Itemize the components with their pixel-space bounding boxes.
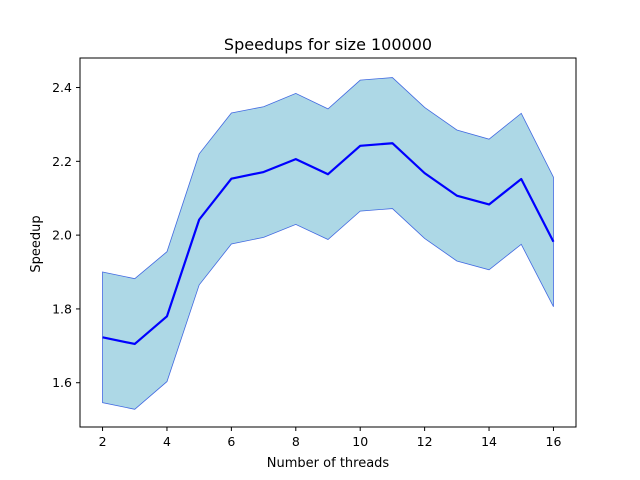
- x-tick-label: 6: [227, 434, 235, 449]
- y-tick-label: 2.2: [52, 154, 72, 169]
- x-tick-label: 8: [292, 434, 300, 449]
- y-tick-label: 1.6: [52, 375, 72, 390]
- confidence-band: [102, 77, 554, 410]
- x-axis-label: Number of threads: [267, 456, 390, 471]
- y-axis: 1.6 1.8 2.0 2.2 2.4: [52, 80, 80, 390]
- x-tick-label: 14: [481, 434, 497, 449]
- chart-title: Speedups for size 100000: [224, 35, 432, 54]
- x-tick-label: 2: [99, 434, 107, 449]
- y-tick-label: 1.8: [52, 301, 72, 316]
- axes-frame: [79, 57, 577, 428]
- x-tick-label: 4: [163, 434, 171, 449]
- y-tick-label: 2.0: [52, 228, 72, 243]
- plot-area: [79, 57, 577, 428]
- x-tick-label: 16: [546, 434, 562, 449]
- y-tick-label: 2.4: [52, 80, 72, 95]
- x-axis: 2 4 6 8 10 12 14 16: [99, 427, 562, 449]
- x-tick-label: 12: [417, 434, 433, 449]
- x-tick-label: 10: [352, 434, 368, 449]
- y-axis-label: Speedup: [29, 215, 44, 272]
